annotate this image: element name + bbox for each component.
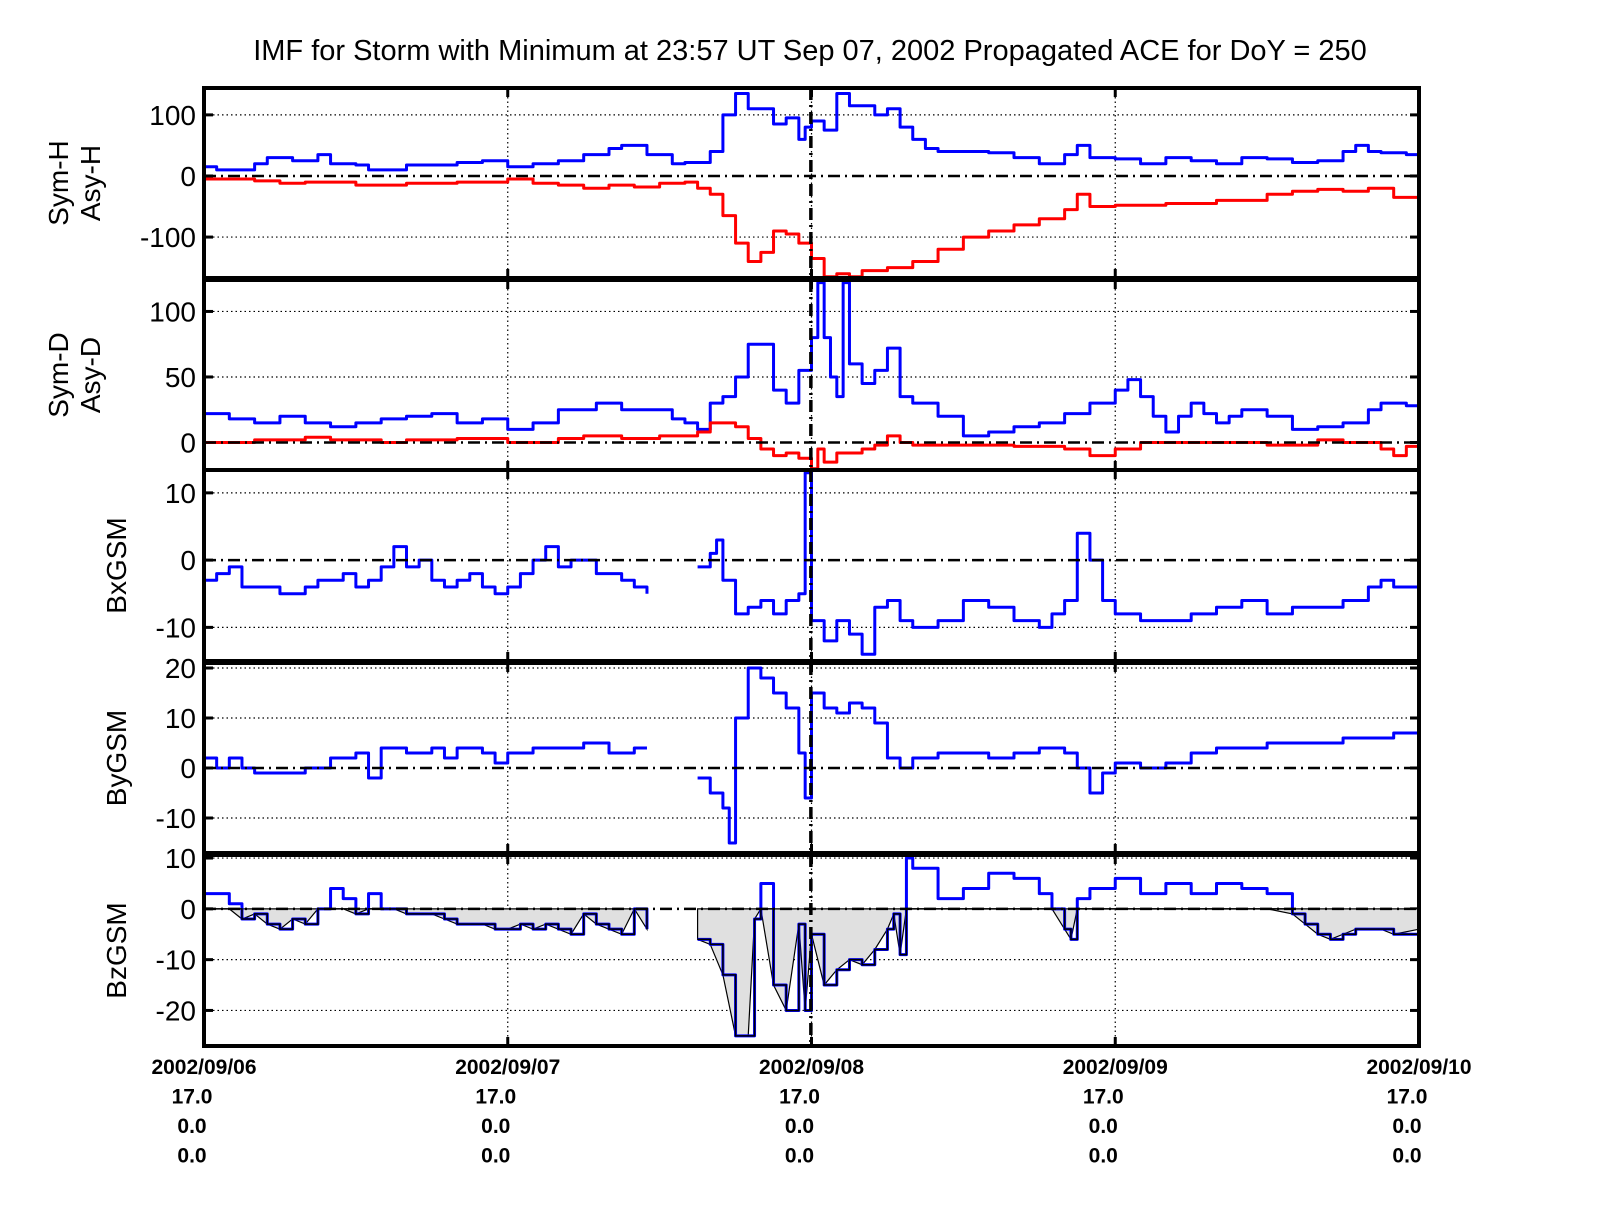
x-tick-value: 0.0 xyxy=(177,1115,206,1138)
x-tick-label-group: 2002/09/09 17.0 0.0 0.0 xyxy=(1063,1056,1168,1168)
y-tick-label: 0 xyxy=(180,161,196,192)
y-tick-label: 100 xyxy=(149,296,196,327)
panel-frame xyxy=(202,853,1421,1048)
series-line-asy-h xyxy=(204,91,1419,172)
series-line-bygsm xyxy=(697,666,1419,845)
y-tick-label: 10 xyxy=(165,843,196,874)
y-axis-label: BxGSM xyxy=(101,517,132,613)
x-tick-date: 2002/09/08 xyxy=(759,1056,864,1079)
panel-bxgsm: -10 0 10 BxGSM xyxy=(101,468,1421,663)
panel-sym-d-asy-d: 0 50 100 Sym-D Asy-D xyxy=(43,278,1421,472)
x-tick-value: 0.0 xyxy=(1392,1145,1421,1168)
x-tick-value: 0.0 xyxy=(1392,1115,1421,1138)
y-tick-label: 0 xyxy=(180,427,196,458)
y-tick-label: 20 xyxy=(165,653,196,684)
y-tick-label: 100 xyxy=(149,100,196,131)
series-line-asy-d xyxy=(204,281,1419,438)
x-tick-date: 2002/09/09 xyxy=(1063,1056,1168,1079)
y-axis-label: Sym-D xyxy=(43,332,74,418)
y-tick-label: -10 xyxy=(156,612,196,643)
x-tick-value: 17.0 xyxy=(779,1086,820,1109)
y-tick-label: 10 xyxy=(165,478,196,509)
y-tick-label: -10 xyxy=(156,945,196,976)
x-tick-value: 0.0 xyxy=(481,1115,510,1138)
x-tick-label-group: 2002/09/10 17.0 0.0 0.0 xyxy=(1366,1056,1471,1168)
x-tick-value: 17.0 xyxy=(172,1086,213,1109)
negative-bz-outline xyxy=(204,908,648,935)
x-tick-value: 0.0 xyxy=(785,1145,814,1168)
x-tick-date: 2002/09/07 xyxy=(455,1056,560,1079)
series-line-bxgsm xyxy=(697,471,1419,656)
chart-title: IMF for Storm with Minimum at 23:57 UT S… xyxy=(253,35,1367,67)
x-tick-value: 17.0 xyxy=(1083,1086,1124,1109)
y-axis-label: Asy-H xyxy=(75,145,106,221)
y-tick-label: 0 xyxy=(180,545,196,576)
x-tick-value: 0.0 xyxy=(785,1115,814,1138)
x-tick-date: 2002/09/10 xyxy=(1366,1056,1471,1079)
panel-bzgsm: -20 -10 0 10 BzGSM xyxy=(101,843,1421,1048)
series-line-bygsm xyxy=(204,741,647,780)
x-tick-label-group: 2002/09/07 17.0 0.0 0.0 xyxy=(455,1056,560,1168)
x-tick-label-group: 2002/09/06 17.0 0.0 0.0 xyxy=(151,1056,256,1168)
y-tick-label: 0 xyxy=(180,753,196,784)
y-axis-label: ByGSM xyxy=(101,710,132,806)
y-tick-label: 10 xyxy=(165,703,196,734)
panel-sym-h-asy-h: -100 0 100 Sym-H Asy-H xyxy=(43,86,1421,280)
y-axis-label: Asy-D xyxy=(75,337,106,413)
negative-bz-fill xyxy=(204,907,648,936)
y-axis-label: Sym-H xyxy=(43,140,74,226)
x-tick-value: 0.0 xyxy=(481,1145,510,1168)
y-tick-label: 50 xyxy=(165,362,196,393)
x-tick-labels: 2002/09/06 17.0 0.0 0.0 2002/09/07 17.0 0.0 0.0… xyxy=(151,1056,1471,1168)
panel-bygsm: -10 0 10 20 ByGSM xyxy=(101,653,1421,855)
y-axis-label: BzGSM xyxy=(101,902,132,998)
series-group xyxy=(204,666,1419,845)
y-tick-label: -20 xyxy=(156,995,196,1026)
y-tick-label: -10 xyxy=(156,803,196,834)
series-line-bxgsm xyxy=(204,545,649,596)
x-tick-label-group: 2002/09/08 17.0 0.0 0.0 xyxy=(759,1056,864,1168)
x-tick-value: 0.0 xyxy=(177,1145,206,1168)
x-tick-value: 0.0 xyxy=(1089,1145,1118,1168)
y-tick-label: 0 xyxy=(180,894,196,925)
x-tick-value: 17.0 xyxy=(1387,1086,1428,1109)
x-tick-value: 17.0 xyxy=(475,1086,516,1109)
x-tick-value: 0.0 xyxy=(1089,1115,1118,1138)
series-group xyxy=(204,471,1419,656)
y-tick-label: -100 xyxy=(140,222,196,253)
x-tick-date: 2002/09/06 xyxy=(151,1056,256,1079)
